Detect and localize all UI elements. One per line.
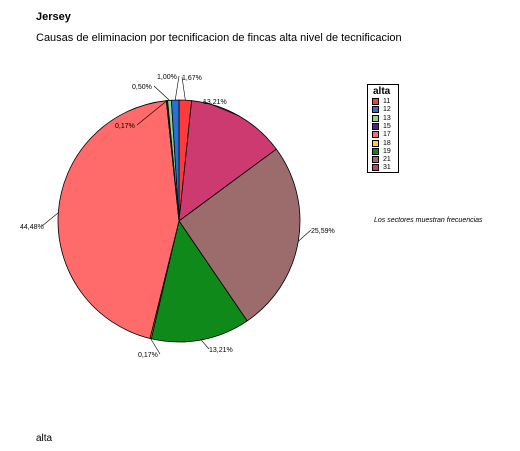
- label-leader-line: [298, 229, 312, 242]
- legend-label: 31: [383, 164, 391, 172]
- legend-swatch: [372, 106, 379, 114]
- legend-label: 19: [383, 147, 391, 155]
- legend-item-21: 21: [372, 155, 391, 164]
- slice-percent-label: 0,50%: [132, 84, 152, 91]
- legend-item-11: 11: [372, 97, 390, 106]
- label-leader-line: [153, 85, 170, 101]
- slice-percent-label: 25,59%: [311, 228, 335, 235]
- pie-slice-17: [57, 100, 180, 339]
- chart-title: Jersey: [36, 11, 71, 23]
- slice-percent-label: 13,21%: [209, 347, 233, 354]
- legend-swatch: [372, 122, 379, 130]
- legend-item-19: 19: [372, 147, 391, 156]
- slice-percent-label: 0,17%: [115, 123, 135, 130]
- legend-item-17: 17: [372, 130, 391, 139]
- legend-swatch: [372, 98, 379, 105]
- legend-label: 11: [383, 98, 391, 105]
- legend-item-31: 31: [372, 163, 391, 172]
- legend-label: 13: [383, 114, 391, 122]
- legend-label: 12: [383, 106, 391, 114]
- pie-slice-19: [150, 220, 248, 343]
- legend-label: 18: [383, 139, 391, 147]
- legend-title: alta: [373, 86, 391, 97]
- legend-label: 21: [383, 156, 391, 164]
- label-leader-line: [174, 75, 180, 101]
- legend-swatch: [372, 164, 379, 172]
- legend: alta 11 12 13 15 17 18 19 21 31: [367, 84, 399, 173]
- label-leader-line: [202, 100, 240, 117]
- legend-label: 17: [383, 131, 391, 139]
- label-leader-line: [41, 212, 59, 227]
- slice-percent-label: 1,00%: [157, 74, 177, 81]
- legend-item-13: 13: [372, 114, 391, 123]
- slice-percent-label: 13,21%: [203, 99, 227, 106]
- chart-subtitle: Causas de eliminacion por tecnificacion …: [36, 32, 402, 44]
- legend-item-15: 15: [372, 122, 391, 131]
- label-leader-line: [200, 339, 210, 350]
- legend-item-18: 18: [372, 139, 391, 148]
- slice-percent-label: 1,67%: [182, 75, 202, 82]
- frequency-note: Los sectores muestran frecuencias: [374, 217, 483, 224]
- footer-label: alta: [36, 433, 53, 444]
- label-leader-line: [150, 338, 161, 355]
- legend-swatch: [372, 156, 379, 164]
- slice-percent-label: 44,48%: [20, 224, 44, 231]
- legend-swatch: [372, 139, 379, 147]
- legend-swatch: [372, 147, 379, 155]
- label-leader-line: [136, 100, 168, 126]
- legend-item-12: 12: [372, 105, 391, 114]
- legend-swatch: [372, 131, 379, 139]
- pie-slice-12: [170, 99, 180, 222]
- label-leader-line: [181, 76, 186, 101]
- legend-label: 15: [383, 122, 391, 130]
- legend-swatch: [372, 114, 379, 122]
- slice-percent-label: 0,17%: [138, 352, 158, 359]
